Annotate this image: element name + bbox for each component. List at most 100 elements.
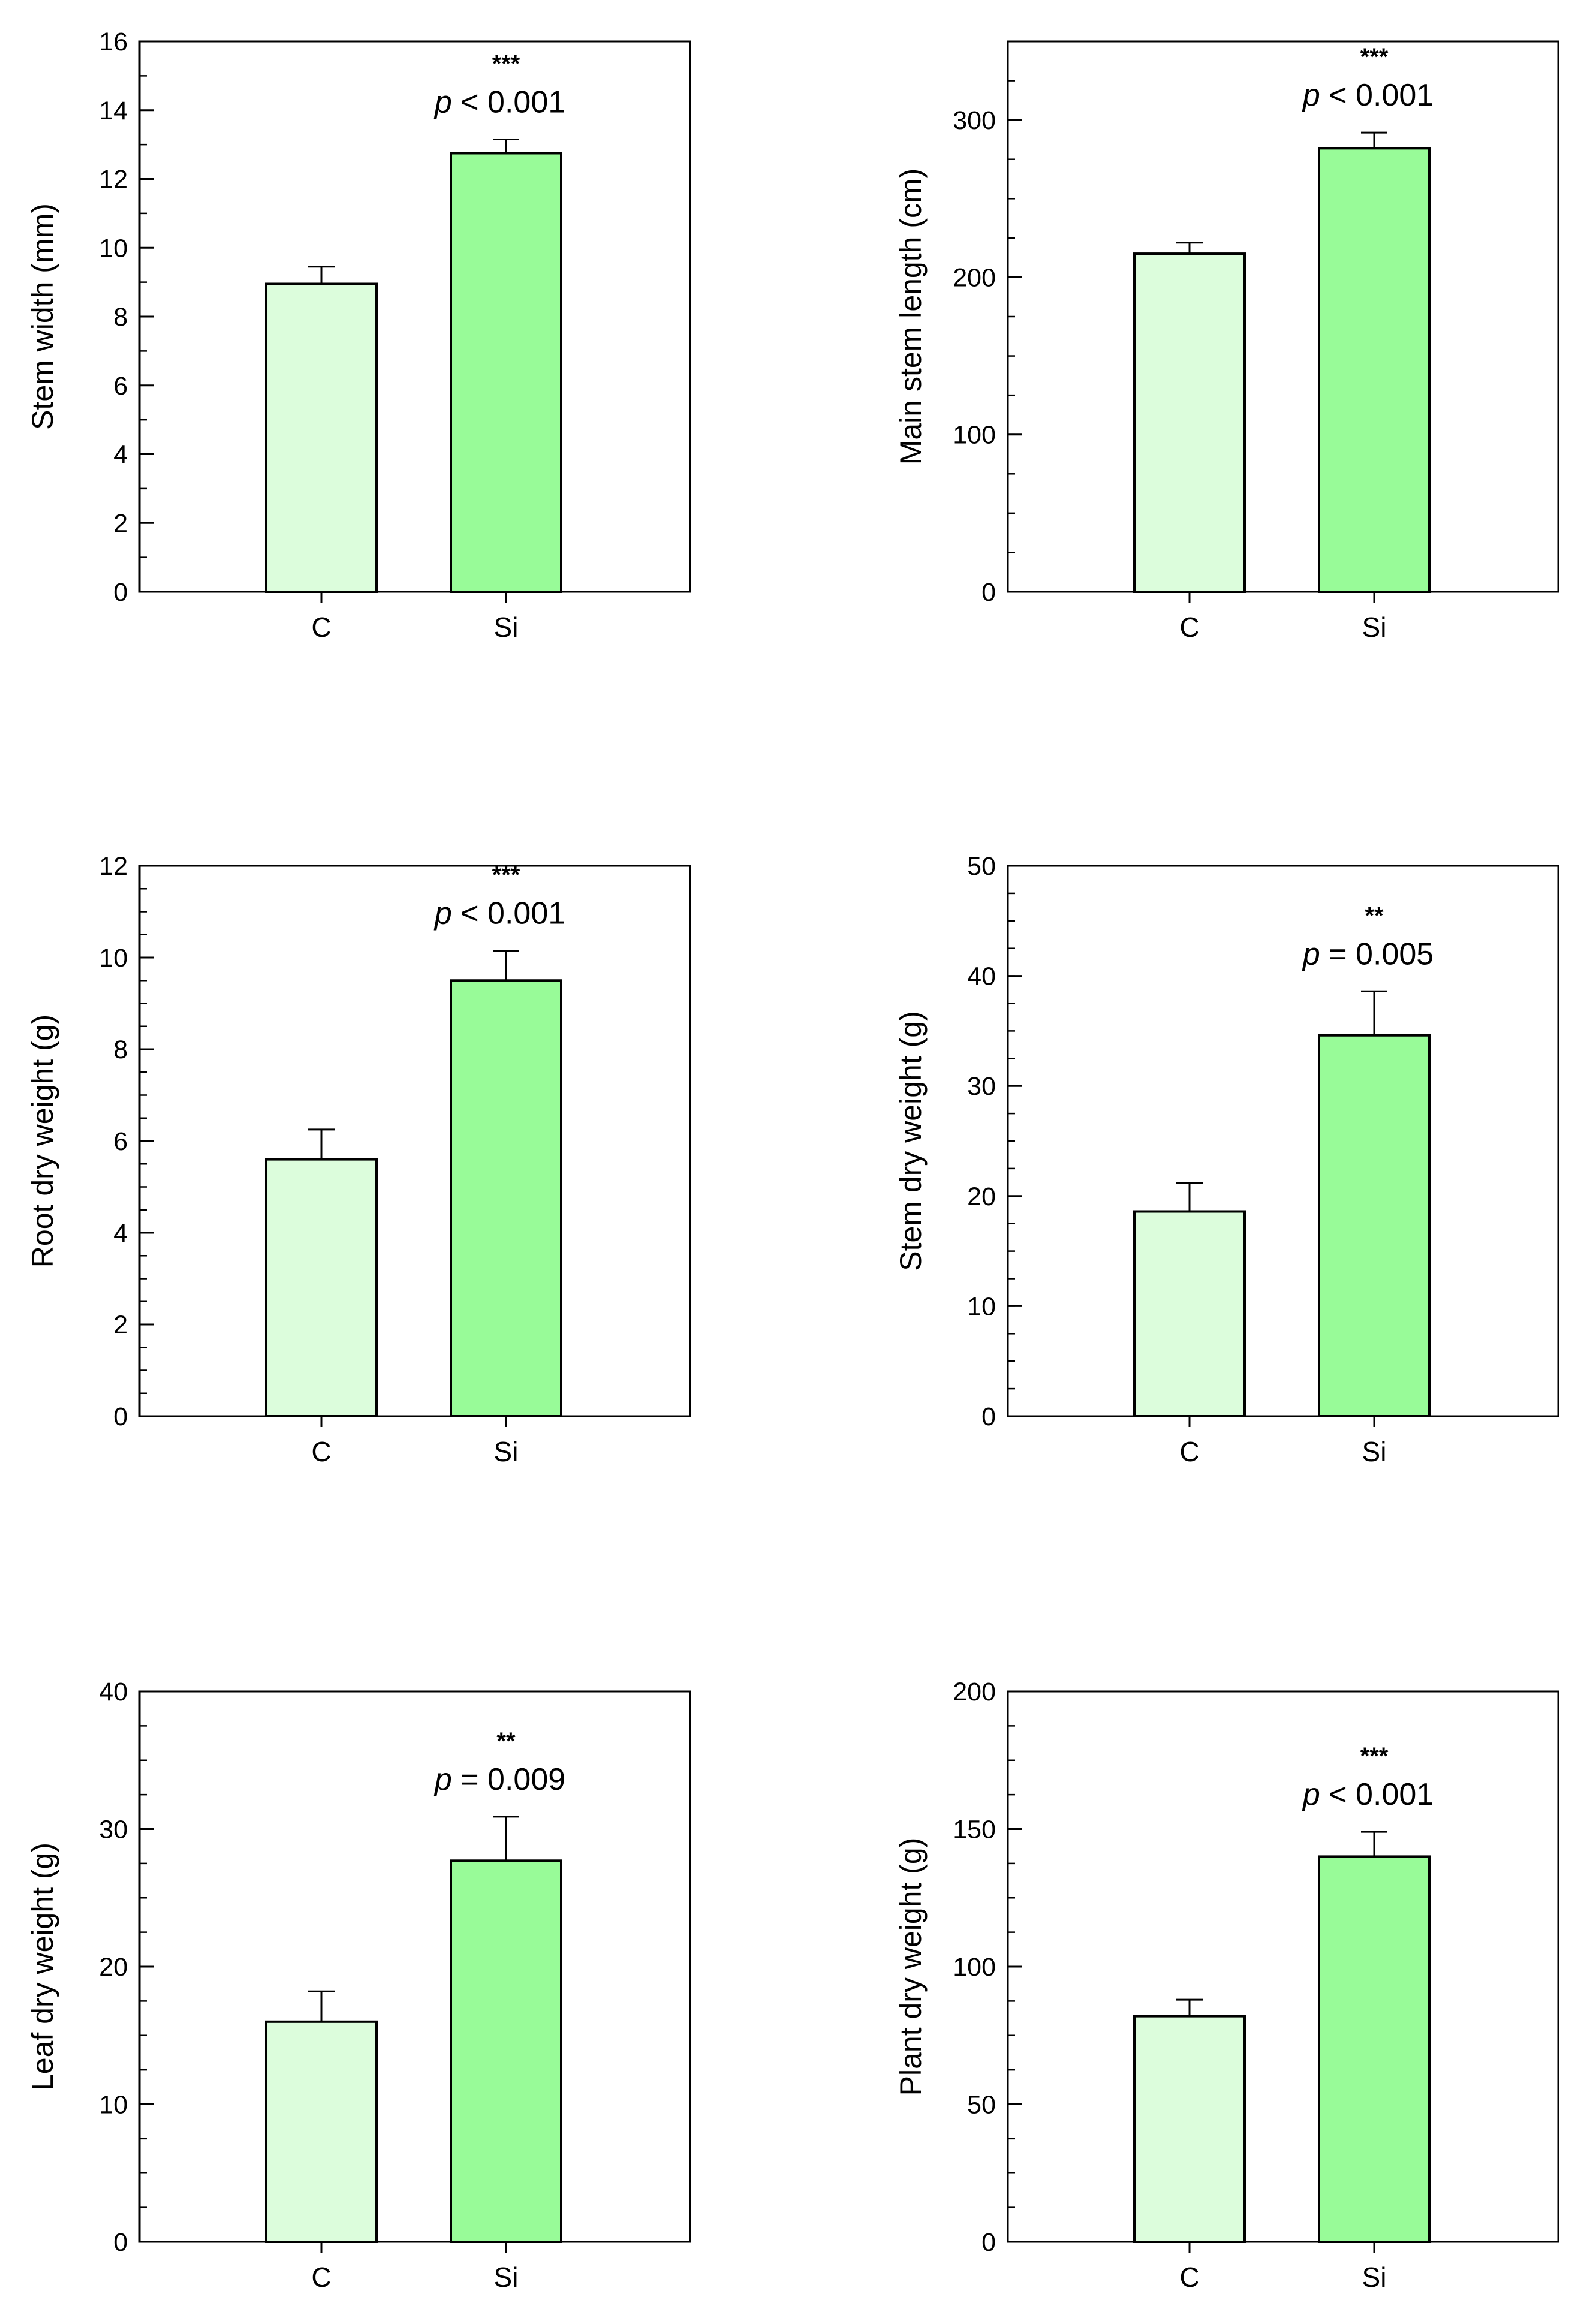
y-tick-label: 200	[953, 1678, 996, 1706]
y-tick-label: 0	[981, 1402, 996, 1431]
p-value-text: < 0.001	[1320, 1777, 1434, 1812]
y-tick-label: 12	[99, 165, 128, 194]
bar-si	[1318, 1034, 1431, 1417]
y-tick-label: 6	[113, 372, 128, 401]
bar-c	[265, 282, 378, 593]
chart-panel-1: 0 2 4 6 8 10 12 14 16 Stem width (mm) C Si *** p < 0.…	[26, 28, 691, 643]
y-tick-label: 20	[967, 1182, 996, 1211]
y-tick-label: 200	[953, 263, 996, 292]
bar-si	[1318, 147, 1431, 593]
bar-c	[265, 2020, 378, 2244]
y-tick-label: 16	[99, 28, 128, 56]
plot-frame	[1007, 865, 1559, 1417]
plot-frame	[138, 1690, 691, 2243]
y-tick-label: 30	[967, 1072, 996, 1101]
x-tick-label: Si	[494, 2262, 519, 2293]
y-tick-label: 6	[113, 1127, 128, 1156]
p-symbol: p	[1302, 78, 1320, 113]
p-value-text: < 0.001	[1320, 78, 1434, 113]
bar-si	[450, 152, 562, 593]
x-tick-label: Si	[1362, 1436, 1387, 1467]
y-tick-label: 0	[113, 2228, 128, 2257]
x-tick-label: C	[311, 1436, 331, 1467]
p-symbol: p	[433, 896, 452, 931]
bar-si	[450, 979, 562, 1417]
y-tick-label: 14	[99, 97, 128, 125]
y-axis-label: Leaf dry weight (g)	[26, 1843, 59, 2091]
y-tick-label: 12	[99, 852, 128, 881]
y-tick-label: 100	[953, 1953, 996, 1982]
plot-frame	[1007, 40, 1559, 593]
p-value-text: < 0.001	[452, 85, 565, 120]
y-tick-label: 10	[99, 2091, 128, 2120]
chart-panel-2: 0 100 200 300 Main stem length (cm) C Si *** p <…	[894, 40, 1559, 643]
y-tick-label: 0	[113, 578, 128, 607]
p-value-label: p < 0.001	[1302, 78, 1434, 113]
bar-c	[265, 1158, 378, 1417]
x-tick-label: C	[1179, 1436, 1199, 1467]
bar-c	[1133, 2015, 1246, 2244]
x-tick-label: Si	[494, 612, 519, 643]
x-tick-label: Si	[1362, 2262, 1387, 2293]
p-symbol: p	[433, 1762, 452, 1797]
bar-c	[1133, 1210, 1246, 1418]
y-tick-label: 8	[113, 1035, 128, 1064]
y-axis-label: Root dry weight (g)	[26, 1014, 59, 1268]
y-tick-label: 2	[113, 509, 128, 538]
y-tick-label: 0	[113, 1402, 128, 1431]
p-value-label: p < 0.001	[1302, 1777, 1434, 1812]
y-tick-label: 0	[981, 578, 996, 607]
bar-si	[1318, 1855, 1431, 2243]
p-symbol: p	[433, 85, 452, 120]
significance-stars: **	[1365, 902, 1384, 929]
significance-stars: ***	[1360, 44, 1389, 70]
y-tick-label: 40	[99, 1678, 128, 1706]
x-tick-label: C	[311, 2262, 331, 2293]
y-tick-label: 300	[953, 106, 996, 135]
p-value-label: p = 0.005	[1302, 937, 1434, 971]
y-tick-label: 50	[967, 2091, 996, 2120]
significance-stars: ***	[492, 862, 520, 889]
y-axis-label: Stem width (mm)	[26, 203, 59, 430]
bar-si	[450, 1859, 562, 2243]
y-tick-label: 0	[981, 2228, 996, 2257]
p-value-text: = 0.009	[452, 1762, 565, 1797]
p-symbol: p	[1302, 937, 1320, 971]
y-tick-label: 2	[113, 1311, 128, 1339]
y-tick-label: 10	[99, 234, 128, 263]
p-value-text: = 0.005	[1320, 937, 1434, 971]
x-tick-label: Si	[1362, 612, 1387, 643]
y-tick-label: 100	[953, 421, 996, 450]
y-axis-label: Main stem length (cm)	[894, 168, 928, 465]
y-tick-label: 4	[113, 441, 128, 469]
y-tick-label: 10	[99, 944, 128, 973]
y-tick-label: 30	[99, 1816, 128, 1844]
plot-frame	[138, 40, 691, 593]
y-axis-label: Stem dry weight (g)	[894, 1011, 928, 1271]
y-tick-label: 50	[967, 852, 996, 881]
y-tick-label: 150	[953, 1816, 996, 1844]
x-tick-label: C	[311, 612, 331, 643]
y-tick-label: 8	[113, 303, 128, 332]
x-tick-label: C	[1179, 2262, 1199, 2293]
x-tick-label: Si	[494, 1436, 519, 1467]
y-tick-label: 40	[967, 962, 996, 991]
significance-stars: **	[496, 1728, 516, 1754]
significance-stars: ***	[492, 51, 520, 77]
y-tick-label: 10	[967, 1292, 996, 1321]
plot-frame	[138, 865, 691, 1417]
chart-panel-6: 0 50 100 150 200 Plant dry weight (g) C Si *** p …	[894, 1678, 1559, 2293]
chart-panel-3: 0 2 4 6 8 10 12 Root dry weight (g) C Si *** p < 0.…	[26, 852, 691, 1467]
p-value-label: p < 0.001	[433, 896, 565, 931]
p-value-label: p = 0.009	[433, 1762, 565, 1797]
p-symbol: p	[1302, 1777, 1320, 1812]
p-value-label: p < 0.001	[433, 85, 565, 120]
chart-panel-5: 0 10 20 30 40 Leaf dry weight (g) C Si ** p = 0.0…	[26, 1678, 691, 2293]
bar-c	[1133, 252, 1246, 594]
chart-panel-4: 0 10 20 30 40 50 Stem dry weight (g) C Si ** p = 0…	[894, 852, 1559, 1467]
y-tick-label: 20	[99, 1953, 128, 1982]
plot-frame	[1007, 1690, 1559, 2243]
significance-stars: ***	[1360, 1743, 1389, 1769]
p-value-text: < 0.001	[452, 896, 565, 931]
